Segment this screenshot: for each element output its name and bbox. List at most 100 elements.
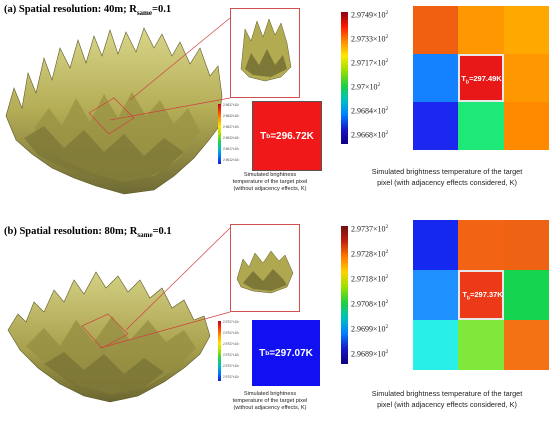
big-colorbar-a-tick: 2.97×10 xyxy=(351,82,378,92)
panel-b-title: (b) Spatial resolution: 80m; Rsame=0.1 xyxy=(4,226,172,239)
big-colorbar-a-tick: 2.9749×10 xyxy=(351,10,386,20)
small-colorbar-b-tick: 2.9707×10² xyxy=(223,320,240,324)
big-colorbar-b-tick: 2.9689×10 xyxy=(351,349,386,359)
terrain-inset-b xyxy=(230,224,300,312)
panel-b-title-sub: same xyxy=(137,231,153,240)
center-label-a: Tb=297.49K xyxy=(461,74,501,86)
center-sub-b: b xyxy=(466,295,470,302)
pixel-grid-a: Tb=297.49K xyxy=(413,6,549,150)
big-colorbar-b-tick: 2.9737×10 xyxy=(351,224,386,234)
grid-cell-b xyxy=(413,320,459,370)
big-caption-b-line: Simulated brightness temperature of the … xyxy=(371,389,523,398)
small-colorbar-b-tick: 2.9707×10² xyxy=(223,364,240,368)
grid-cell-a xyxy=(503,102,549,150)
big-colorbar-a-exp: 2 xyxy=(377,82,381,88)
big-colorbar-a-tick: 2.9684×10 xyxy=(351,106,386,116)
big-colorbar-a-exp: 2 xyxy=(385,10,389,16)
small-caption-a: Simulated brightness temperature of the … xyxy=(218,172,322,193)
grid-cell-b xyxy=(503,220,549,270)
small-caption-a-line: temperature of the target pixel xyxy=(232,179,308,185)
small-colorbar-a-tick: 2.9612×10² xyxy=(223,158,240,162)
grid-cell-a xyxy=(503,54,549,102)
small-colorbar-a: 2.9637×10² 2.9632×10² 2.9627×10² 2.9622×… xyxy=(218,103,240,164)
big-colorbar-b-exp: 2 xyxy=(385,324,389,330)
big-colorbar-a-gradient xyxy=(341,12,348,144)
big-colorbar-a-exp: 2 xyxy=(385,106,389,112)
tb-value-a: =296.72K xyxy=(270,130,314,142)
grid-cell-b xyxy=(503,270,549,320)
small-colorbar-a-tick: 2.9637×10² xyxy=(223,103,240,107)
small-colorbar-a-tick: 2.9622×10² xyxy=(223,136,240,140)
tb-value-b: =297.07K xyxy=(269,347,313,359)
big-colorbar-b-exp: 2 xyxy=(385,224,389,230)
center-prefix-b: T xyxy=(462,290,467,299)
big-colorbar-b-exp: 2 xyxy=(385,274,389,280)
tb-sub-b: b xyxy=(265,349,270,357)
center-value-b: =297.37K xyxy=(469,290,503,299)
big-colorbar-a-tick: 2.9668×10 xyxy=(351,130,386,140)
grid-cell-b xyxy=(413,220,459,270)
big-caption-a-line: Simulated brightness temperature of the … xyxy=(371,167,523,176)
small-caption-b-line: (without adjacency effects, K) xyxy=(233,405,307,411)
panel-b-title-tail: =0.1 xyxy=(152,226,172,237)
big-colorbar-b-tick: 2.9708×10 xyxy=(351,299,386,309)
small-colorbar-b-tick: 2.9707×10² xyxy=(223,375,240,379)
small-caption-b-line: Simulated brightness xyxy=(243,391,297,397)
grid-cell-a xyxy=(458,6,504,54)
big-colorbar-a-tick: 2.9717×10 xyxy=(351,58,386,68)
small-colorbar-a-gradient xyxy=(218,104,221,164)
big-colorbar-b-tick: 2.9728×10 xyxy=(351,249,386,259)
grid-cell-b xyxy=(458,220,504,270)
small-colorbar-b: 2.9707×10² 2.9707×10² 2.9707×10² 2.9707×… xyxy=(218,320,240,381)
small-colorbar-b-tick: 2.9707×10² xyxy=(223,331,240,335)
grid-cell-a xyxy=(413,102,459,150)
small-caption-a-line: Simulated brightness xyxy=(243,172,297,178)
terrain-inset-a-render xyxy=(240,18,292,82)
grid-cell-b xyxy=(458,320,504,370)
grid-cell-a xyxy=(503,6,549,54)
big-caption-b: Simulated brightness temperature of the … xyxy=(345,388,549,410)
terrain-render-b xyxy=(7,271,211,403)
center-label-b: Tb=297.37K xyxy=(462,290,502,302)
small-colorbar-b-tick: 2.9707×10² xyxy=(223,353,240,357)
small-caption-a-line: (without adjacency effects, K) xyxy=(233,186,307,192)
tb-prefix-a: T xyxy=(260,130,267,142)
small-colorbar-b-tick: 2.9707×10² xyxy=(223,342,240,346)
big-colorbar-b-tick: 2.9699×10 xyxy=(351,324,386,334)
big-caption-a: Simulated brightness temperature of the … xyxy=(345,166,549,188)
tb-sub-a: b xyxy=(266,132,271,140)
big-colorbar-a-exp: 2 xyxy=(385,130,389,136)
grid-cell-b xyxy=(413,270,459,320)
big-colorbar-b-gradient xyxy=(341,226,348,364)
grid-cell-a-center: Tb=297.49K xyxy=(458,54,504,102)
small-colorbar-a-tick: 2.9617×10² xyxy=(223,147,240,151)
panel-a-title-sub: same xyxy=(136,9,152,18)
pixel-grid-b: Tb=297.37K xyxy=(413,220,549,370)
small-colorbar-b-gradient xyxy=(218,321,221,381)
terrain-inset-b-render xyxy=(236,250,294,294)
big-colorbar-b-exp: 2 xyxy=(385,249,389,255)
big-colorbar-a-exp: 2 xyxy=(385,58,389,64)
big-colorbar-b-tick: 2.9718×10 xyxy=(351,274,386,284)
grid-cell-a xyxy=(413,54,459,102)
grid-cell-a xyxy=(458,102,504,150)
small-caption-b: Simulated brightness temperature of the … xyxy=(218,391,322,412)
big-colorbar-b-exp: 2 xyxy=(385,299,389,305)
small-colorbar-a-tick: 2.9627×10² xyxy=(223,125,240,129)
tb-prefix-b: T xyxy=(259,347,266,359)
big-colorbar-a-exp: 2 xyxy=(385,34,389,40)
small-caption-b-line: temperature of the target pixel xyxy=(232,398,308,404)
grid-cell-b xyxy=(503,320,549,370)
big-colorbar-a-tick: 2.9733×10 xyxy=(351,34,386,44)
big-caption-a-line: pixel (with adjacency effects considered… xyxy=(377,178,517,187)
terrain-inset-a xyxy=(230,8,300,98)
small-colorbar-a-tick: 2.9632×10² xyxy=(223,114,240,118)
grid-cell-b-center: Tb=297.37K xyxy=(458,270,504,320)
grid-cell-a xyxy=(413,6,459,54)
big-colorbar-b: 2.9737×102 2.9728×102 2.9718×102 2.9708×… xyxy=(341,224,411,364)
big-caption-b-line: pixel (with adjacency effects considered… xyxy=(377,400,517,409)
big-colorbar-b-exp: 2 xyxy=(385,349,389,355)
big-colorbar-a: 2.9749×102 2.9733×102 2.9717×102 2.97×10… xyxy=(341,10,411,144)
